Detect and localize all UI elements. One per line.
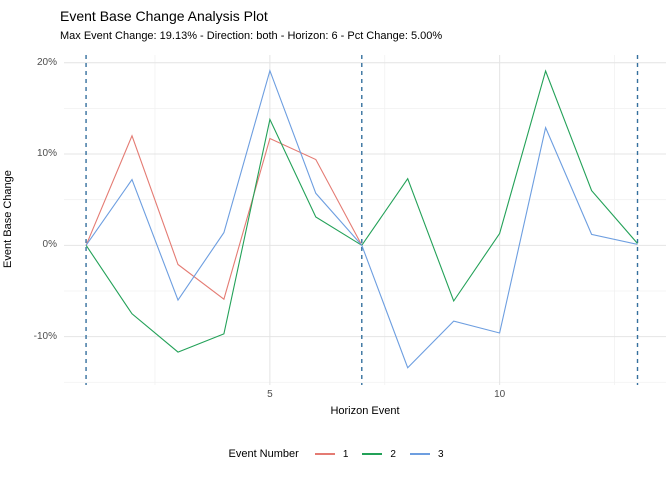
- x-tick-label: 10: [494, 389, 506, 400]
- legend-item-1: 1: [314, 448, 349, 460]
- y-tick-label: 20%: [36, 56, 57, 68]
- chart-subtitle: Max Event Change: 19.13% - Direction: bo…: [60, 30, 443, 42]
- chart-title: Event Base Change Analysis Plot: [60, 8, 268, 24]
- legend-items: 1 2 3: [314, 448, 444, 460]
- series-line-1: [85, 134, 363, 301]
- legend-item-2: 2: [362, 449, 396, 460]
- legend-label-2: 2: [390, 448, 396, 460]
- legend-title: Event Number: [228, 448, 299, 460]
- legend-item-3: 3: [409, 448, 444, 460]
- legend-label-1: 1: [342, 448, 349, 460]
- y-tick-label: 10%: [36, 148, 57, 160]
- y-tick-label: 0%: [42, 239, 57, 251]
- chart-panel: [64, 55, 666, 385]
- x-axis-title: Horizon Event: [330, 405, 400, 417]
- legend-swatch-2: [362, 453, 383, 455]
- y-axis-tick-labels: 20% 10% 0% -10%: [0, 0, 57, 480]
- x-tick-label: 5: [267, 389, 273, 400]
- x-axis-tick-labels: 5 10: [0, 389, 672, 403]
- y-tick-label: -10%: [33, 330, 57, 342]
- legend-swatch-1: [314, 453, 335, 455]
- legend-label-3: 3: [437, 448, 444, 460]
- legend: Event Number 1 2 3: [0, 444, 672, 464]
- series-line-3: [85, 68, 638, 369]
- legend-swatch-3: [409, 453, 430, 455]
